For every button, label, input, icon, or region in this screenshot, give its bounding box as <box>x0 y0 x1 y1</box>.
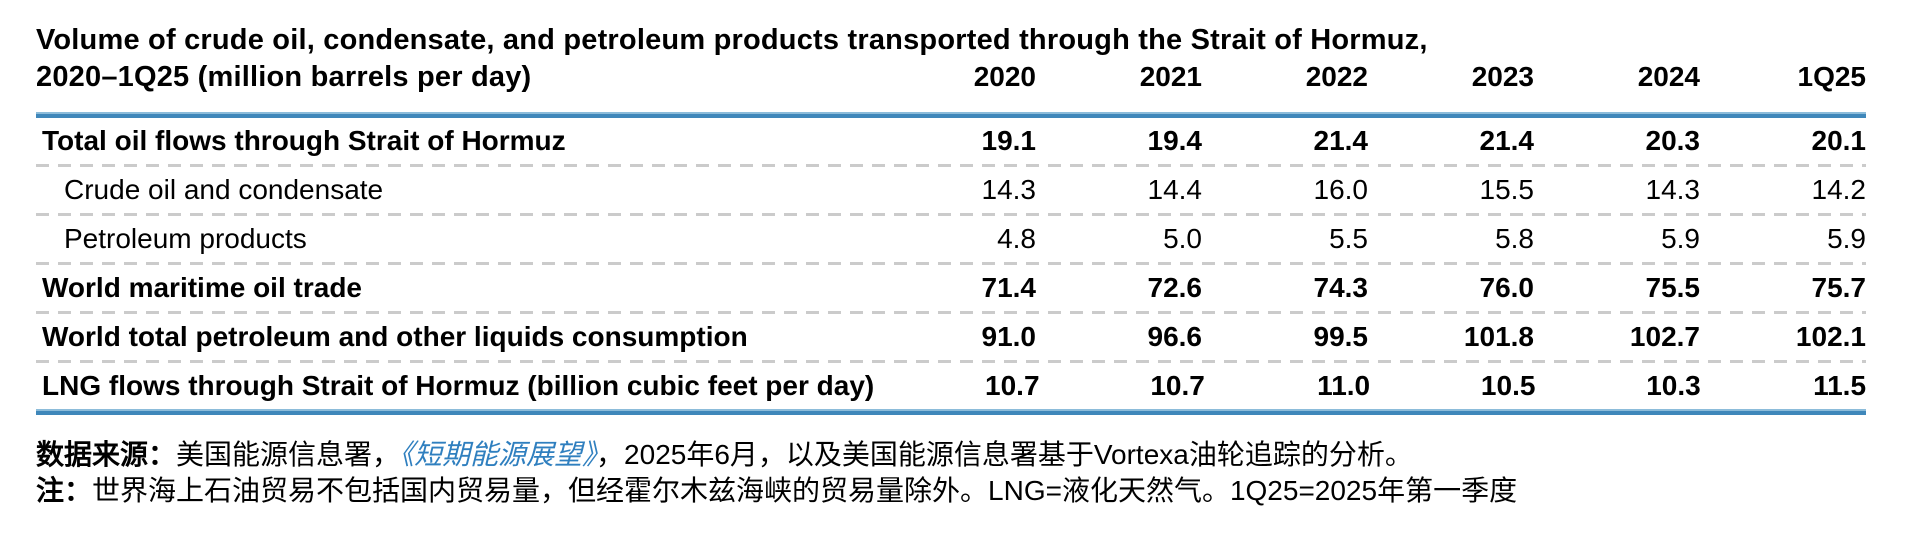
cell-value: 14.2 <box>1811 174 1867 205</box>
note-text: 世界海上石油贸易不包括国内贸易量，但经霍尔木兹海峡的贸易量除外。LNG=液化天然… <box>92 475 1518 506</box>
cell-value: 96.6 <box>1147 321 1203 352</box>
row-separator <box>36 262 1866 265</box>
row-separator <box>36 311 1866 314</box>
cell-value: 75.5 <box>1645 272 1701 303</box>
cell-value: 91.0 <box>981 321 1037 352</box>
column-header-2020: 2020 <box>973 61 1036 92</box>
cell-value: 5.5 <box>1329 223 1368 254</box>
row-label: Crude oil and condensate <box>64 174 384 205</box>
row-label: Petroleum products <box>64 223 307 254</box>
cell-value: 5.8 <box>1495 223 1534 254</box>
row-label: World maritime oil trade <box>42 272 362 303</box>
cell-value: 11.0 <box>1317 370 1371 401</box>
cell-value: 102.7 <box>1629 321 1700 352</box>
cell-value: 10.5 <box>1480 370 1536 401</box>
cell-value: 101.8 <box>1463 321 1534 352</box>
table-title-line1: Volume of crude oil, condensate, and pet… <box>36 24 1428 56</box>
table-figure: Volume of crude oil, condensate, and pet… <box>36 22 1866 509</box>
cell-value: 14.3 <box>1645 174 1701 205</box>
top-rule <box>36 112 1866 118</box>
column-header-2024: 2024 <box>1637 61 1700 92</box>
cell-value: 19.1 <box>981 125 1037 156</box>
cell-value: 102.1 <box>1795 321 1866 352</box>
cell-value: 5.9 <box>1827 223 1866 254</box>
cell-value: 21.4 <box>1479 125 1535 156</box>
source-text-pre: 美国能源信息署， <box>176 439 401 470</box>
cell-value: 71.4 <box>981 272 1037 303</box>
cell-value: 72.6 <box>1147 272 1203 303</box>
footer-notes: 数据来源：美国能源信息署，《短期能源展望》，2025年6月，以及美国能源信息署基… <box>36 437 1866 509</box>
cell-value: 10.7 <box>985 370 1040 401</box>
cell-value: 19.4 <box>1147 125 1203 156</box>
source-text-post: ，2025年6月，以及美国能源信息署基于Vortexa油轮追踪的分析。 <box>596 439 1413 470</box>
cell-value: 14.4 <box>1147 174 1203 205</box>
cell-value: 74.3 <box>1313 272 1369 303</box>
cell-value: 10.7 <box>1150 370 1205 401</box>
row-label: Total oil flows through Strait of Hormuz <box>42 125 566 156</box>
column-header-2023: 2023 <box>1471 61 1534 92</box>
table-row: Crude oil and condensate 14.3 14.4 16.0 … <box>36 167 1866 213</box>
cell-value: 15.5 <box>1479 174 1535 205</box>
source-line: 数据来源：美国能源信息署，《短期能源展望》，2025年6月，以及美国能源信息署基… <box>36 437 1866 473</box>
table-header: Volume of crude oil, condensate, and pet… <box>36 22 1866 96</box>
cell-value: 10.3 <box>1646 370 1701 401</box>
cell-value: 11.5 <box>1813 370 1867 401</box>
cell-value: 20.1 <box>1811 125 1867 156</box>
cell-value: 99.5 <box>1313 321 1369 352</box>
note-label: 注： <box>36 475 93 506</box>
column-header-2021: 2021 <box>1139 61 1202 92</box>
cell-value: 14.3 <box>981 174 1037 205</box>
column-header-1q25: 1Q25 <box>1797 61 1867 92</box>
bottom-rule <box>36 409 1866 415</box>
cell-value: 76.0 <box>1479 272 1535 303</box>
row-separator <box>36 164 1866 167</box>
table-row: World total petroleum and other liquids … <box>36 314 1866 360</box>
table-row: Total oil flows through Strait of Hormuz… <box>36 118 1866 164</box>
cell-value: 16.0 <box>1313 174 1369 205</box>
row-label: LNG flows through Strait of Hormuz (bill… <box>42 370 875 401</box>
cell-value: 4.8 <box>997 223 1036 254</box>
table-row: Petroleum products 4.8 5.0 5.5 5.8 5.9 5… <box>36 216 1866 262</box>
row-separator <box>36 360 1866 363</box>
column-header-2022: 2022 <box>1305 61 1368 92</box>
note-line: 注：世界海上石油贸易不包括国内贸易量，但经霍尔木兹海峡的贸易量除外。LNG=液化… <box>36 473 1866 509</box>
cell-value: 21.4 <box>1313 125 1369 156</box>
cell-value: 5.0 <box>1163 223 1202 254</box>
table-row: LNG flows through Strait of Hormuz (bill… <box>36 363 1866 409</box>
row-label: World total petroleum and other liquids … <box>42 321 748 352</box>
row-separator <box>36 213 1866 216</box>
cell-value: 75.7 <box>1811 272 1867 303</box>
column-header-row: 2020 2021 2022 2023 2024 1Q25 <box>870 61 1866 93</box>
source-link[interactable]: 《短期能源展望》 <box>400 439 597 470</box>
cell-value: 20.3 <box>1645 125 1701 156</box>
cell-value: 5.9 <box>1661 223 1700 254</box>
table-title-line2: 2020–1Q25 (million barrels per day) <box>36 61 532 93</box>
table-row: World maritime oil trade 71.4 72.6 74.3 … <box>36 265 1866 311</box>
source-label: 数据来源： <box>36 439 177 470</box>
